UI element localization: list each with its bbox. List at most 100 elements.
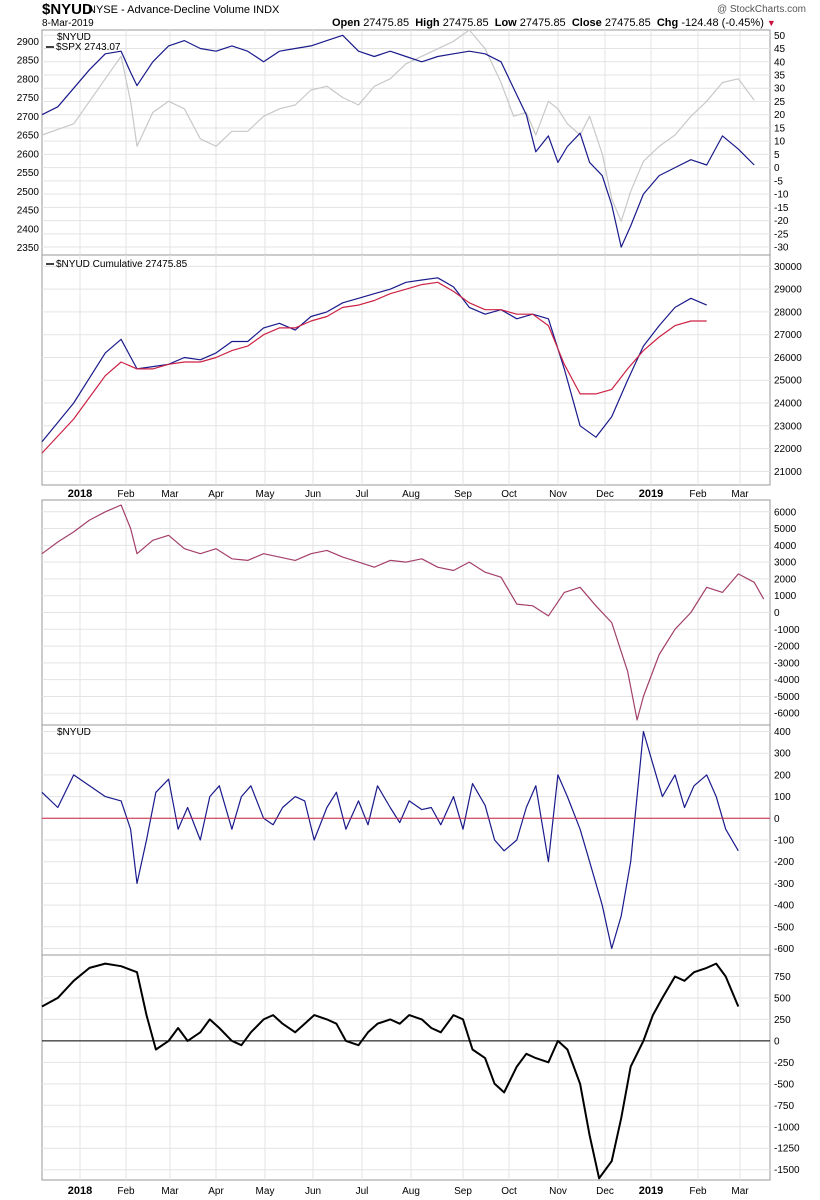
month-label: 2018 bbox=[68, 1185, 92, 1197]
y-right-tick-label: -10 bbox=[774, 190, 789, 201]
y-left-tick-label: 2800 bbox=[17, 74, 40, 85]
month-label: Sep bbox=[454, 1186, 472, 1197]
month-label: Apr bbox=[208, 1186, 224, 1197]
y-left-tick-label: 2850 bbox=[17, 56, 40, 67]
month-label: Sep bbox=[454, 489, 472, 500]
open-label: Open bbox=[332, 17, 361, 29]
high-value: 27475.85 bbox=[442, 17, 489, 29]
open-value: 27475.85 bbox=[363, 17, 410, 29]
y-right-tick-label: -2000 bbox=[774, 642, 800, 653]
y-right-tick-label: 750 bbox=[774, 972, 791, 983]
month-label: Oct bbox=[501, 1186, 517, 1197]
y-right-tick-label: -20 bbox=[774, 216, 789, 227]
y-right-tick-label: 28000 bbox=[774, 307, 802, 318]
y-right-tick-label: -600 bbox=[774, 944, 794, 955]
month-label: Mar bbox=[161, 1186, 179, 1197]
month-label: Jul bbox=[356, 1186, 369, 1197]
low-label: Low bbox=[494, 17, 517, 29]
ohlc-readout: Open 27475.85 High 27475.85 Low 27475.85… bbox=[332, 17, 776, 29]
month-label: Feb bbox=[117, 1186, 135, 1197]
panel-1: -30 -25 -20 -15 -10 -5 0 5 10 15 20 25 30 35 40 45 50 235… bbox=[17, 29, 789, 256]
y-right-tick-label: 0 bbox=[774, 163, 780, 174]
y-right-tick-label: -750 bbox=[774, 1101, 794, 1112]
y-left-tick-label: 2650 bbox=[17, 131, 40, 142]
y-right-tick-label: 0 bbox=[774, 608, 780, 619]
panel-frame bbox=[41, 254, 771, 486]
y-left-tick-label: 2600 bbox=[17, 149, 40, 160]
y-right-tick-label: -200 bbox=[774, 857, 794, 868]
series-momentum bbox=[41, 962, 740, 1180]
month-label: May bbox=[256, 1186, 275, 1197]
y-left-tick-label: 2750 bbox=[17, 93, 40, 104]
series--nyud bbox=[41, 730, 739, 950]
series-moving-average bbox=[41, 281, 707, 454]
y-left-tick-label: 2350 bbox=[17, 243, 40, 254]
close-value: 27475.85 bbox=[604, 17, 651, 29]
y-right-tick-label: 10 bbox=[774, 137, 786, 148]
series--nyud-cumulative bbox=[41, 277, 707, 443]
y-right-tick-label: 21000 bbox=[774, 467, 802, 478]
month-label: 2019 bbox=[639, 488, 663, 500]
y-right-tick-label: 100 bbox=[774, 792, 791, 803]
y-right-tick-label: -1500 bbox=[774, 1165, 800, 1176]
y-right-tick-label: -4000 bbox=[774, 675, 800, 686]
high-label: High bbox=[415, 17, 440, 29]
month-label: Feb bbox=[689, 1186, 707, 1197]
y-right-tick-label: -300 bbox=[774, 879, 794, 890]
y-left-tick-label: 2550 bbox=[17, 168, 40, 179]
month-label: Feb bbox=[117, 489, 135, 500]
panel-5: -1500 -1250 -1000 -750 -500 -250 0 250 500 750 bbox=[41, 954, 800, 1181]
y-right-tick-label: -1000 bbox=[774, 625, 800, 636]
close-label: Close bbox=[571, 17, 602, 29]
month-label: Apr bbox=[208, 489, 224, 500]
y-right-tick-label: 1000 bbox=[774, 591, 797, 602]
date-label: 8-Mar-2019 bbox=[42, 18, 94, 29]
y-right-tick-label: 6000 bbox=[774, 507, 797, 518]
y-right-tick-label: 27000 bbox=[774, 330, 802, 341]
series--spx bbox=[41, 29, 755, 222]
y-right-tick-label: 35 bbox=[774, 71, 786, 82]
y-right-tick-label: 25000 bbox=[774, 376, 802, 387]
y-right-tick-label: -3000 bbox=[774, 658, 800, 669]
y-right-tick-label: 50 bbox=[774, 31, 786, 42]
panel-label: $NYUD bbox=[57, 32, 91, 43]
y-right-tick-label: -5000 bbox=[774, 692, 800, 703]
y-right-tick-label: 5 bbox=[774, 150, 780, 161]
y-right-tick-label: -25 bbox=[774, 229, 789, 240]
panel-frame bbox=[41, 954, 771, 1181]
y-right-tick-label: 300 bbox=[774, 749, 791, 760]
month-label: Feb bbox=[689, 489, 707, 500]
y-left-tick-label: 2400 bbox=[17, 224, 40, 235]
low-value: 27475.85 bbox=[519, 17, 566, 29]
chg-value: -124.48 (-0.45%) bbox=[681, 17, 764, 29]
y-right-tick-label: 30000 bbox=[774, 262, 802, 273]
month-label: Nov bbox=[549, 1186, 567, 1197]
y-left-tick-label: 2700 bbox=[17, 112, 40, 123]
chg-label: Chg bbox=[656, 17, 679, 29]
month-label: 2019 bbox=[639, 1185, 663, 1197]
y-right-tick-label: -5 bbox=[774, 176, 783, 187]
y-right-tick-label: -6000 bbox=[774, 709, 800, 720]
y-right-tick-label: 2000 bbox=[774, 574, 797, 585]
symbol: $NYUD bbox=[42, 1, 93, 18]
month-label: Dec bbox=[596, 489, 614, 500]
y-right-tick-label: -15 bbox=[774, 203, 789, 214]
month-label: Mar bbox=[731, 1186, 749, 1197]
month-label: Jun bbox=[305, 489, 321, 500]
panel-4: -600 -500 -400 -300 -200 -100 0 100 200 300 400 $NY… bbox=[41, 724, 794, 956]
y-right-tick-label: -250 bbox=[774, 1058, 794, 1069]
y-right-tick-label: 500 bbox=[774, 993, 791, 1004]
panel-label: $NYUD bbox=[57, 727, 91, 738]
month-label: May bbox=[256, 489, 275, 500]
chart-header: $NYUD NYSE - Advance-Decline Volume INDX… bbox=[0, 0, 820, 30]
month-label: Jul bbox=[356, 489, 369, 500]
y-right-tick-label: 26000 bbox=[774, 353, 802, 364]
y-right-tick-label: -400 bbox=[774, 901, 794, 912]
y-right-tick-label: -30 bbox=[774, 243, 789, 254]
y-right-tick-label: 250 bbox=[774, 1015, 791, 1026]
month-label: Mar bbox=[731, 489, 749, 500]
down-arrow-icon: ▼ bbox=[766, 18, 776, 28]
y-right-tick-label: 40 bbox=[774, 57, 786, 68]
y-right-tick-label: -1250 bbox=[774, 1144, 800, 1155]
